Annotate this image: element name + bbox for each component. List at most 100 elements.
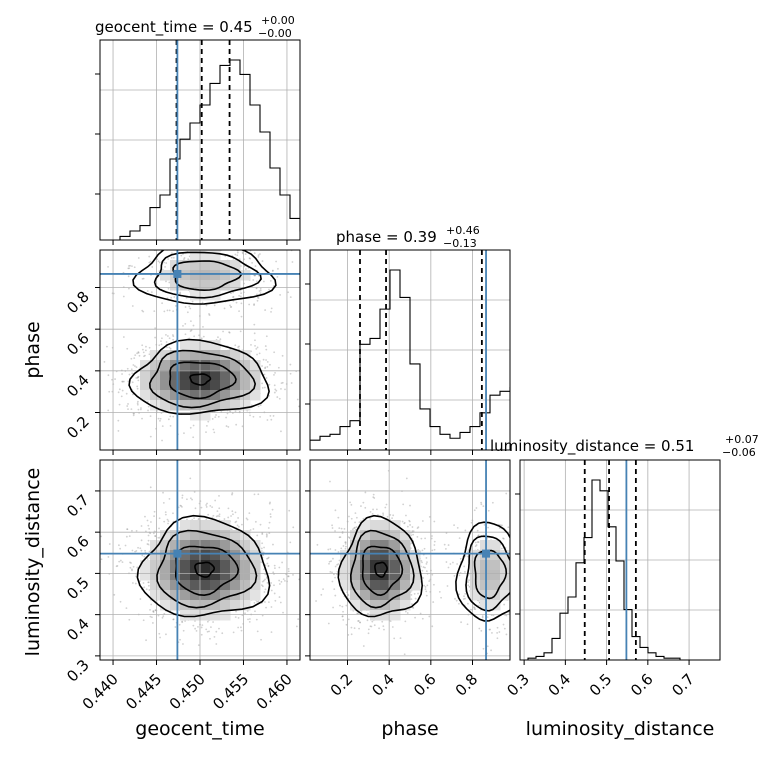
sample-point bbox=[157, 260, 160, 263]
sample-point bbox=[142, 277, 145, 280]
sample-point bbox=[463, 565, 466, 568]
sample-point bbox=[464, 597, 466, 600]
sample-point bbox=[138, 354, 141, 357]
sample-point bbox=[198, 334, 200, 337]
sample-point bbox=[141, 348, 144, 351]
sample-point bbox=[478, 627, 481, 630]
sample-point bbox=[217, 336, 219, 339]
sample-point bbox=[154, 243, 156, 245]
sample-point bbox=[182, 643, 184, 645]
sample-point bbox=[417, 592, 419, 595]
sample-point bbox=[143, 355, 145, 358]
sample-point bbox=[468, 585, 471, 588]
sample-point bbox=[382, 625, 385, 628]
sample-point bbox=[170, 296, 173, 299]
sample-point bbox=[116, 565, 119, 567]
sample-point bbox=[271, 269, 274, 272]
sample-point bbox=[172, 335, 175, 338]
sample-point bbox=[328, 560, 331, 563]
density-cell bbox=[220, 390, 231, 401]
density-cell bbox=[220, 550, 231, 561]
density-cell bbox=[170, 600, 181, 611]
sample-point bbox=[126, 528, 129, 531]
sample-point bbox=[353, 627, 356, 630]
sample-point bbox=[136, 387, 139, 390]
sample-point bbox=[522, 580, 524, 582]
sample-point bbox=[157, 417, 160, 420]
sample-point bbox=[174, 626, 177, 628]
sample-point bbox=[491, 632, 493, 634]
sample-point bbox=[119, 600, 122, 603]
sample-point bbox=[153, 515, 155, 518]
sample-point bbox=[209, 637, 211, 640]
sample-point bbox=[357, 620, 360, 622]
sample-point bbox=[264, 578, 266, 581]
sample-point bbox=[239, 295, 242, 298]
sample-point bbox=[253, 274, 256, 277]
density-cell bbox=[220, 380, 231, 391]
sample-point bbox=[424, 588, 427, 591]
density-cell bbox=[210, 260, 221, 271]
density-cell bbox=[170, 350, 181, 361]
sample-point bbox=[477, 534, 480, 537]
density-cell bbox=[190, 340, 201, 351]
density-cell bbox=[170, 560, 181, 571]
sample-point bbox=[332, 557, 334, 560]
density-cell bbox=[220, 270, 231, 281]
sample-point bbox=[347, 594, 350, 597]
sample-point bbox=[322, 588, 324, 590]
sample-point bbox=[239, 626, 242, 629]
sample-point bbox=[265, 377, 268, 379]
sample-point bbox=[244, 612, 246, 615]
sample-point bbox=[406, 525, 409, 528]
sample-point bbox=[143, 555, 146, 558]
sample-point bbox=[393, 637, 396, 640]
sample-point bbox=[128, 265, 130, 267]
sample-point bbox=[443, 543, 446, 546]
sample-point bbox=[154, 336, 157, 339]
sample-point bbox=[206, 620, 209, 623]
sample-point bbox=[202, 325, 204, 328]
sample-point bbox=[213, 635, 216, 638]
sample-point bbox=[217, 514, 219, 517]
sample-point bbox=[513, 583, 515, 585]
sample-point bbox=[172, 310, 175, 313]
sample-point bbox=[149, 615, 152, 618]
sample-point bbox=[137, 376, 139, 379]
sample-point bbox=[282, 578, 285, 580]
sample-point bbox=[560, 598, 562, 600]
sample-point bbox=[513, 526, 515, 528]
sample-point bbox=[280, 382, 283, 385]
sample-point bbox=[147, 581, 150, 584]
sample-point bbox=[445, 561, 448, 563]
sample-point bbox=[458, 593, 460, 596]
sample-point bbox=[405, 477, 408, 480]
sample-point bbox=[237, 346, 240, 349]
density-cell bbox=[200, 530, 211, 541]
sample-point bbox=[131, 582, 134, 584]
sample-point bbox=[414, 616, 416, 619]
sample-point bbox=[192, 324, 195, 327]
sample-point bbox=[136, 352, 139, 355]
density-cell bbox=[150, 360, 161, 371]
density-cell bbox=[230, 390, 241, 401]
sample-point bbox=[355, 526, 358, 528]
sample-point bbox=[234, 344, 237, 347]
sample-point bbox=[260, 638, 262, 641]
sample-point bbox=[127, 408, 129, 411]
sample-point bbox=[132, 393, 134, 396]
sample-point bbox=[170, 256, 173, 259]
sample-point bbox=[334, 549, 337, 551]
sample-point bbox=[139, 547, 142, 550]
sample-point bbox=[162, 501, 165, 504]
sample-point bbox=[515, 525, 517, 527]
sample-point bbox=[223, 518, 226, 520]
sample-point bbox=[349, 501, 351, 504]
sample-point bbox=[148, 255, 151, 258]
sample-point bbox=[128, 267, 131, 270]
sample-point bbox=[236, 251, 239, 254]
sample-point bbox=[119, 559, 122, 562]
sample-point bbox=[334, 530, 336, 532]
sample-point bbox=[254, 265, 257, 267]
